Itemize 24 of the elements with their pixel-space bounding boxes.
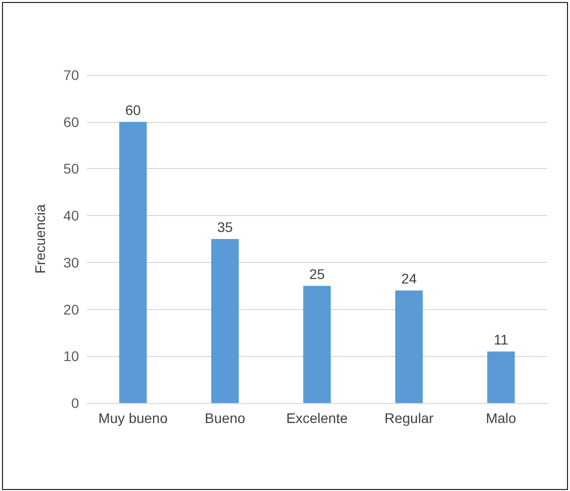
bar [395,290,423,403]
bar [303,286,331,403]
bar [487,351,515,403]
x-tick-label: Excelente [286,410,348,426]
y-axis-title: Frecuencia [32,204,48,274]
bar [211,239,239,403]
data-label: 25 [309,266,325,282]
data-label: 35 [217,219,233,235]
data-label: 60 [125,102,141,118]
x-tick-label: Malo [486,410,516,426]
data-label: 24 [401,270,417,287]
y-tick-label: 60 [63,114,80,130]
y-tick-label: 70 [63,67,80,83]
x-tick-label: Muy bueno [98,410,168,426]
y-tick-label: 10 [63,348,80,364]
y-tick-label: 30 [63,254,80,270]
bar [119,122,147,403]
x-tick-label: Bueno [204,410,246,426]
y-tick-label: 20 [63,301,80,318]
y-tick-label: 40 [63,208,80,224]
y-tick-label: 0 [71,395,80,411]
x-tick-label: Regular [384,410,434,426]
y-tick-label: 50 [63,160,80,177]
data-label: 11 [494,331,508,348]
